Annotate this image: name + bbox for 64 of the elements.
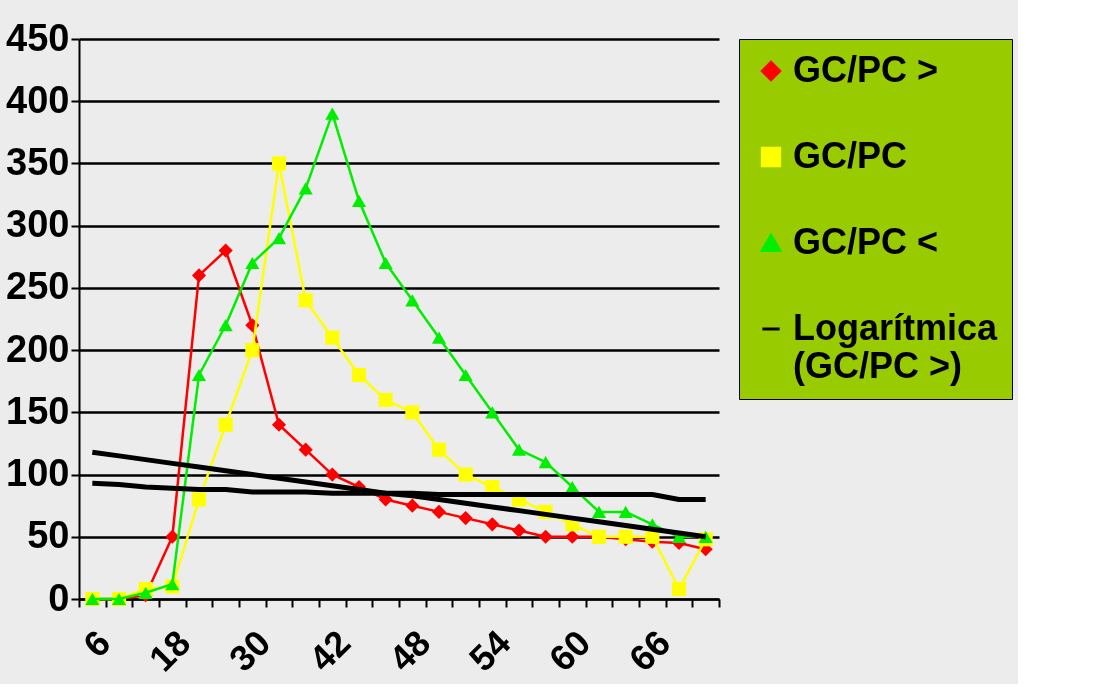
legend-label: GC/PC — [793, 135, 908, 176]
x-tick-label: 60 — [540, 621, 599, 680]
x-tick-label: 18 — [140, 621, 199, 680]
point — [511, 443, 527, 456]
point — [245, 256, 260, 270]
point — [591, 505, 607, 519]
point — [405, 498, 420, 513]
point — [378, 392, 393, 407]
x-tick-label: 42 — [300, 621, 359, 680]
point — [458, 511, 473, 526]
point — [218, 319, 233, 332]
point — [325, 467, 340, 482]
point — [298, 182, 313, 195]
point — [431, 504, 447, 519]
x-tick-label: 6 — [75, 621, 119, 666]
y-tick-label: 100 — [6, 452, 70, 495]
point — [271, 156, 287, 171]
point — [538, 529, 553, 544]
y-tick-label: 250 — [6, 265, 70, 308]
x-tick-label: 54 — [460, 621, 519, 680]
point — [298, 442, 313, 457]
point — [511, 523, 527, 538]
point — [431, 442, 447, 457]
y-tick-label: 200 — [6, 327, 70, 370]
y-tick-label: 350 — [6, 140, 70, 183]
point — [351, 367, 367, 383]
point — [191, 268, 207, 283]
point — [271, 417, 287, 432]
x-tick-label: 48 — [380, 621, 439, 680]
y-tick-label: 400 — [6, 78, 70, 121]
point — [458, 467, 473, 482]
point — [218, 417, 233, 432]
point — [405, 294, 420, 307]
point — [405, 405, 420, 420]
point — [565, 529, 580, 544]
point — [378, 256, 393, 270]
point — [298, 293, 313, 308]
point — [618, 505, 633, 519]
point — [165, 529, 180, 544]
point — [191, 492, 207, 507]
point — [538, 455, 553, 469]
point — [351, 194, 367, 207]
y-tick-label: 300 — [6, 203, 70, 246]
legend-label: Logarítmica (GC/PC >) — [793, 307, 999, 386]
point — [485, 517, 500, 532]
legend-label: GC/PC > — [793, 49, 939, 90]
legend-label: GC/PC < — [793, 221, 939, 262]
y-tick-label: 450 — [6, 16, 70, 59]
point — [271, 231, 287, 245]
y-tick-label: 0 — [48, 576, 70, 619]
point — [431, 331, 447, 344]
point — [671, 581, 687, 597]
point — [485, 406, 500, 419]
point — [325, 330, 340, 345]
x-tick-label: 30 — [220, 621, 279, 680]
point — [458, 368, 473, 382]
point — [191, 368, 207, 382]
y-tick-label: 150 — [6, 389, 70, 432]
x-tick-label: 66 — [620, 621, 679, 680]
point — [138, 586, 153, 599]
y-tick-label: 50 — [27, 514, 70, 557]
point — [245, 343, 260, 358]
point — [325, 107, 340, 120]
point — [218, 243, 233, 258]
